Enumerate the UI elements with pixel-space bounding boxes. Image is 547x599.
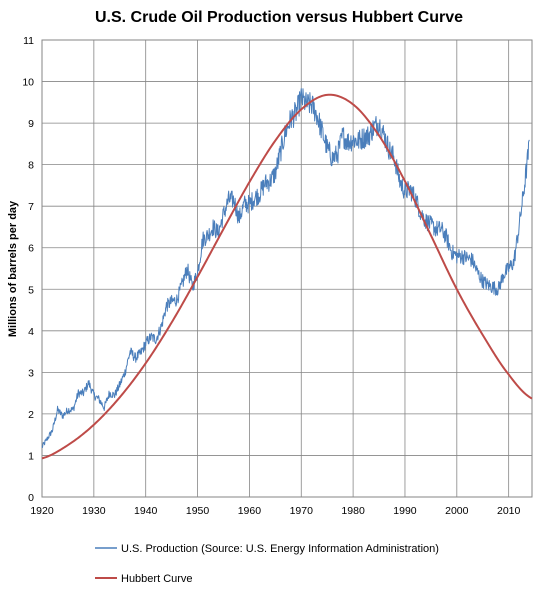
x-tick-label: 1990 [393, 505, 417, 517]
x-tick-label: 1930 [82, 505, 106, 517]
y-tick-label: 11 [23, 35, 34, 47]
tick-labels: 0 1 2 3 4 5 6 7 8 9 10 11 1920 1930 1940 1950 1960 1970 19… [22, 35, 520, 517]
x-tick-label: 1980 [341, 505, 365, 517]
x-tick-label: 1950 [186, 505, 210, 517]
y-tick-label: 7 [28, 201, 34, 213]
y-tick-label: 0 [28, 492, 34, 504]
y-tick-label: 10 [22, 77, 34, 89]
legend: U.S. Production (Source: U.S. Energy Inf… [95, 543, 439, 585]
y-axis-label: Millions of barrels per day [7, 200, 19, 337]
hubbert-curve-line [41, 93, 533, 460]
plot-area [41, 39, 533, 498]
y-tick-label: 9 [28, 118, 34, 130]
y-tick-label: 1 [28, 450, 34, 462]
y-tick-label: 6 [28, 243, 34, 255]
y-tick-label: 5 [28, 284, 34, 296]
legend-label-hubbert-curve: Hubbert Curve [121, 573, 193, 585]
y-tick-label: 8 [28, 160, 34, 172]
x-tick-label: 1960 [238, 505, 262, 517]
x-tick-label: 2000 [445, 505, 469, 517]
x-tick-label: 2010 [497, 505, 521, 517]
x-tick-label: 1940 [134, 505, 158, 517]
legend-label-us-production: U.S. Production (Source: U.S. Energy Inf… [121, 543, 439, 555]
x-tick-label: 1920 [30, 505, 54, 517]
series-lines [41, 88, 533, 460]
y-tick-label: 2 [28, 409, 34, 421]
x-tick-label: 1970 [290, 505, 314, 517]
y-tick-label: 3 [28, 367, 34, 379]
y-tick-label: 4 [28, 326, 34, 338]
chart-title: U.S. Crude Oil Production versus Hubbert… [95, 9, 463, 26]
